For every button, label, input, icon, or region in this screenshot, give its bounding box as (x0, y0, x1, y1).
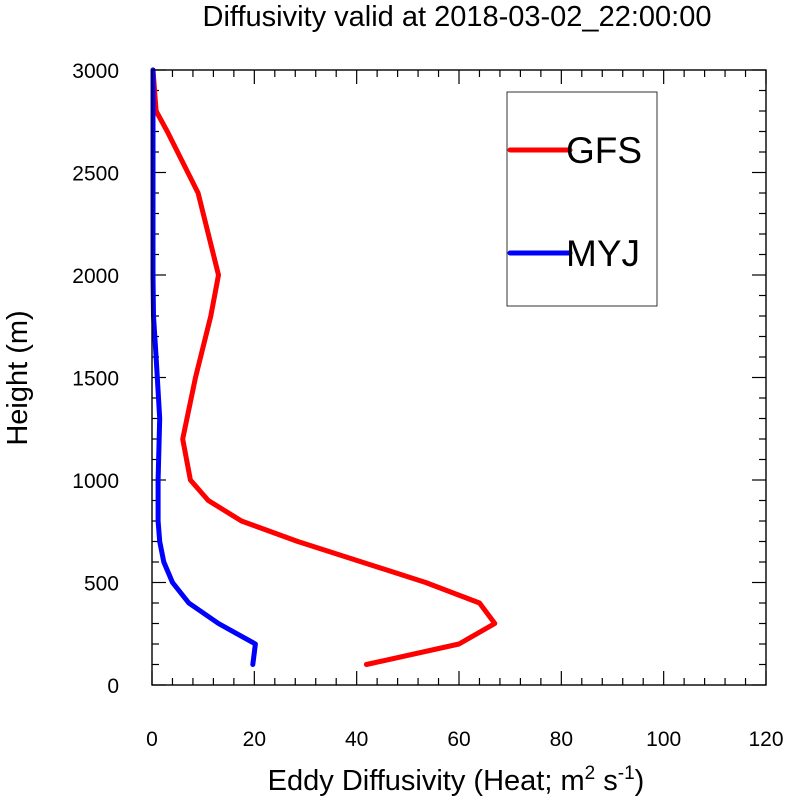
x-tick-label: 100 (646, 728, 681, 751)
x-tick-label: 0 (146, 728, 158, 751)
x-tick-label: 120 (748, 728, 783, 751)
x-axis-title: Eddy Diffusivity (Heat; m2 s-1) (268, 763, 645, 797)
y-axis-title: Height (m) (2, 310, 34, 445)
y-tick-label: 1500 (72, 368, 119, 391)
y-tick-label: 0 (107, 675, 119, 698)
legend: GFS MYJ (506, 91, 658, 307)
series-line-gfs (150, 67, 498, 667)
x-tick-label: 20 (243, 728, 266, 751)
x-tick-label: 40 (345, 728, 368, 751)
y-tick-label: 2000 (72, 265, 119, 288)
y-tick-label: 2500 (72, 163, 119, 186)
svg-text:Height (m): Height (m) (2, 310, 34, 445)
chart-title: Diffusivity valid at 2018-03-02_22:00:00 (203, 1, 712, 33)
tick-labels: 0 20 40 60 80 100 120 0 500 1000 1500 2000 2500 3000 (72, 60, 783, 751)
y-tick-label: 3000 (72, 60, 119, 83)
legend-label-gfs: GFS (566, 130, 642, 171)
series-line-myj (150, 67, 258, 667)
legend-box (506, 91, 658, 307)
y-tick-label: 500 (84, 573, 119, 596)
x-tick-label: 80 (550, 728, 573, 751)
plot-frame (151, 69, 767, 686)
plot-series (150, 67, 498, 667)
legend-label-myj: MYJ (566, 233, 640, 274)
y-tick-label: 1000 (72, 470, 119, 493)
x-tick-label: 60 (447, 728, 470, 751)
